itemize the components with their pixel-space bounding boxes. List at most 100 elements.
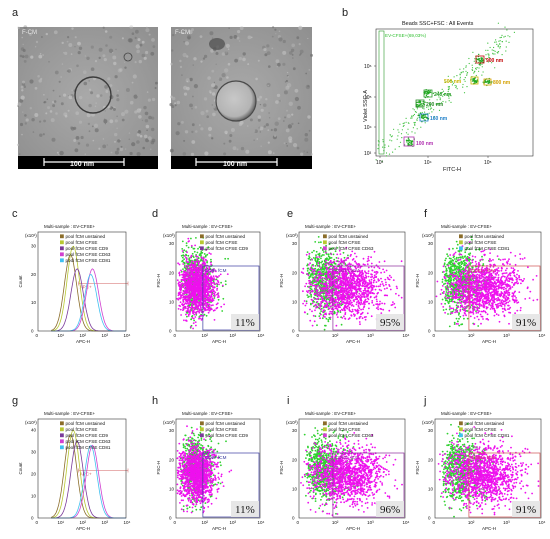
xtick: 10¹ bbox=[58, 333, 65, 338]
panel-title: Multi-sample : EV-CFSE+ bbox=[182, 411, 234, 416]
scatter-points bbox=[300, 236, 403, 331]
y-exponent: (x10¹) bbox=[25, 233, 37, 238]
ytick: 10 bbox=[169, 486, 175, 491]
y-axis-label: FSC-H bbox=[156, 274, 161, 288]
ytick: 40 bbox=[31, 428, 37, 433]
legend-swatch bbox=[323, 427, 327, 432]
legend-entry: pool fCM CFSE bbox=[206, 240, 238, 245]
xtick: 10² bbox=[468, 333, 475, 338]
beads-ytick: 10⁶ bbox=[364, 64, 372, 70]
xtick: 10² bbox=[80, 333, 87, 338]
panel-j: Multi-sample : EV-CFSE+ (x10³) CD81+ fCM 91… bbox=[415, 411, 546, 531]
scale-bar-label: 100 nm bbox=[223, 161, 247, 168]
gate-label: CD9+ fCM bbox=[205, 455, 227, 460]
xtick: 0 bbox=[433, 333, 436, 338]
legend-entry: pool fCM CFSE CD63 bbox=[66, 439, 111, 444]
legend-entry: pool fCM unstained bbox=[329, 234, 369, 239]
panel-g: Multi-sample : EV-CFSE+ (x10¹) APC+ 0 10 20 30… bbox=[18, 411, 131, 531]
bead-gate bbox=[423, 89, 433, 98]
legend-entry: pool fCM CFSE bbox=[206, 427, 238, 432]
legend-swatch bbox=[323, 246, 327, 251]
bead-label: 160 nm bbox=[430, 116, 448, 122]
xtick: 0 bbox=[297, 333, 300, 338]
panel-e: Multi-sample : EV-CFSE+ (x10³) CD63+ fCM 95… bbox=[279, 224, 410, 344]
percent-box bbox=[231, 314, 259, 330]
legend-swatch bbox=[60, 433, 64, 438]
gate-rect bbox=[468, 452, 541, 518]
x-axis-label: APC-H bbox=[482, 526, 496, 531]
bead-label: 900 nm bbox=[486, 58, 504, 64]
y-exponent: (x10³) bbox=[286, 420, 298, 425]
gate-percent: 91% bbox=[516, 317, 536, 329]
ytick: 20 bbox=[169, 270, 175, 275]
legend-entry: pool fCM unstained bbox=[465, 234, 505, 239]
bead-gate bbox=[419, 113, 429, 122]
ytick: 10 bbox=[292, 299, 298, 304]
legend-entry: pool fCM unstained bbox=[66, 234, 106, 239]
y-exponent: (x10¹) bbox=[25, 420, 37, 425]
percent-box bbox=[376, 314, 404, 330]
legend-swatch bbox=[323, 240, 327, 245]
xtick: 10⁴ bbox=[124, 520, 131, 525]
ytick: 10 bbox=[292, 486, 298, 491]
vesicle-outline bbox=[74, 76, 112, 114]
ytick: 30 bbox=[31, 244, 37, 249]
legend-entry: pool fCM CFSE CD63 bbox=[66, 252, 111, 257]
legend-entry: pool fCM CFSE CD63 bbox=[329, 246, 374, 251]
xtick: 10³ bbox=[230, 333, 237, 338]
legend-swatch bbox=[200, 246, 204, 251]
beads-ytick: 10⁴ bbox=[364, 125, 372, 131]
legend-entry: pool fCM unstained bbox=[206, 421, 246, 426]
xtick: 0 bbox=[433, 520, 436, 525]
ytick: 20 bbox=[169, 457, 175, 462]
ytick: 20 bbox=[292, 270, 298, 275]
xtick: 10² bbox=[202, 520, 209, 525]
vesicle bbox=[215, 80, 257, 122]
panel-letter-c: c bbox=[12, 208, 18, 220]
y-axis-label: Count bbox=[18, 462, 23, 475]
panel-title: Multi-sample : EV-CFSE+ bbox=[305, 411, 357, 416]
legend-swatch bbox=[60, 439, 64, 444]
gate-rect bbox=[468, 265, 541, 331]
legend-entry: pool fCM unstained bbox=[465, 421, 505, 426]
legend-swatch bbox=[459, 433, 463, 438]
legend-swatch bbox=[60, 421, 64, 426]
panel-letter-b: b bbox=[342, 7, 348, 19]
legend-entry: pool fCM CFSE CD9 bbox=[206, 246, 249, 251]
xtick: 10¹ bbox=[58, 520, 65, 525]
panel-title: Multi-sample : EV-CFSE+ bbox=[44, 411, 96, 416]
x-axis-label: APC-H bbox=[482, 339, 496, 344]
xtick: 10³ bbox=[102, 333, 109, 338]
ytick: 0 bbox=[169, 516, 172, 521]
bead-gate bbox=[470, 76, 479, 85]
xtick: 0 bbox=[36, 333, 39, 338]
panel-d: Multi-sample : EV-CFSE+ (x10³) CD9+ fCM 11%… bbox=[156, 224, 265, 344]
ytick: 0 bbox=[31, 516, 34, 521]
xtick: 10³ bbox=[367, 333, 374, 338]
bead-label: 200 nm bbox=[426, 102, 444, 108]
ytick: 10 bbox=[169, 299, 175, 304]
scale-bar-label: 100 nm bbox=[70, 161, 94, 168]
legend-swatch bbox=[60, 445, 64, 450]
axes-frame bbox=[434, 231, 542, 332]
y-axis-label: FSC-H bbox=[279, 274, 284, 288]
panel-letter-d: d bbox=[152, 208, 158, 220]
percent-box bbox=[512, 501, 540, 517]
legend-swatch bbox=[459, 427, 463, 432]
legend-entry: pool fCM CFSE CD81 bbox=[465, 433, 510, 438]
legend-entry: pool fCM CFSE CD63 bbox=[329, 433, 374, 438]
x-axis-label: APC-H bbox=[76, 339, 90, 344]
ytick: 30 bbox=[428, 428, 434, 433]
panel-c: Multi-sample : EV-CFSE+ (x10¹) APC+ 0 10 20 30… bbox=[18, 224, 131, 344]
ytick: 20 bbox=[428, 457, 434, 462]
ytick: 10 bbox=[31, 300, 37, 305]
legend-swatch bbox=[323, 234, 327, 239]
percent-box bbox=[376, 501, 404, 517]
xtick: 10³ bbox=[230, 520, 237, 525]
